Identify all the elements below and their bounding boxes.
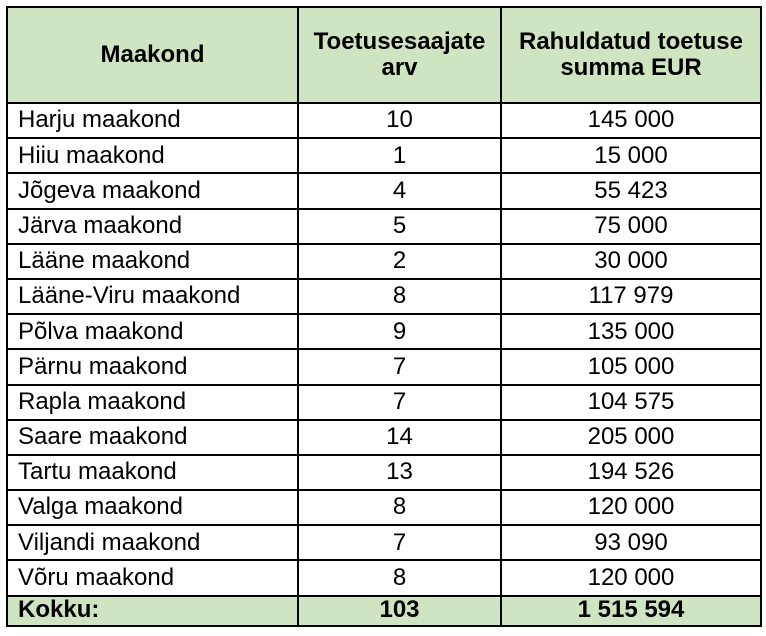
amount-cell: 194 526 bbox=[500, 453, 762, 492]
recipients-cell: 9 bbox=[297, 313, 502, 351]
county-cell: Valga maakond bbox=[6, 489, 299, 527]
amount-cell: 117 979 bbox=[500, 277, 762, 316]
table-row: Saare maakond 14 205 000 bbox=[6, 418, 762, 456]
table-body: Harju maakond 10 145 000 Hiiu maakond 1 15 00… bbox=[6, 101, 762, 597]
county-cell: Põlva maakond bbox=[6, 313, 299, 351]
amount-cell: 93 090 bbox=[500, 524, 762, 562]
table-footer: Kokku: 103 1 515 594 bbox=[6, 594, 762, 627]
amount-cell: 120 000 bbox=[500, 559, 762, 597]
header-amount: Rahuldatud toetuse summa EUR bbox=[500, 6, 762, 104]
table-row: Valga maakond 8 120 000 bbox=[6, 489, 762, 527]
recipients-cell: 7 bbox=[297, 383, 502, 421]
recipients-cell: 14 bbox=[297, 418, 502, 456]
recipients-cell: 8 bbox=[297, 277, 502, 316]
amount-cell: 205 000 bbox=[500, 418, 762, 456]
table-row: Tartu maakond 13 194 526 bbox=[6, 453, 762, 492]
amount-cell: 120 000 bbox=[500, 489, 762, 527]
county-cell: Võru maakond bbox=[6, 559, 299, 597]
table-row: Lääne maakond 2 30 000 bbox=[6, 242, 762, 280]
support-table: Maakond Toetusesaajate arv Rahuldatud to… bbox=[6, 6, 762, 627]
header-recipients: Toetusesaajate arv bbox=[297, 6, 502, 104]
county-cell: Lääne-Viru maakond bbox=[6, 277, 299, 316]
county-cell: Rapla maakond bbox=[6, 383, 299, 421]
header-county: Maakond bbox=[6, 6, 299, 104]
table-row: Pärnu maakond 7 105 000 bbox=[6, 348, 762, 386]
county-cell: Hiiu maakond bbox=[6, 137, 299, 175]
table-row: Harju maakond 10 145 000 bbox=[6, 101, 762, 140]
recipients-cell: 7 bbox=[297, 348, 502, 386]
total-row: Kokku: 103 1 515 594 bbox=[6, 594, 762, 627]
total-label: Kokku: bbox=[6, 594, 299, 627]
recipients-cell: 8 bbox=[297, 559, 502, 597]
recipients-cell: 5 bbox=[297, 207, 502, 245]
total-amount: 1 515 594 bbox=[500, 594, 762, 627]
recipients-cell: 7 bbox=[297, 524, 502, 562]
table-row: Võru maakond 8 120 000 bbox=[6, 559, 762, 597]
recipients-cell: 1 bbox=[297, 137, 502, 175]
table-header: Maakond Toetusesaajate arv Rahuldatud to… bbox=[6, 6, 762, 104]
recipients-cell: 2 bbox=[297, 242, 502, 280]
recipients-cell: 8 bbox=[297, 489, 502, 527]
table-row: Põlva maakond 9 135 000 bbox=[6, 313, 762, 351]
recipients-cell: 10 bbox=[297, 101, 502, 140]
amount-cell: 15 000 bbox=[500, 137, 762, 175]
table-row: Lääne-Viru maakond 8 117 979 bbox=[6, 277, 762, 316]
county-cell: Järva maakond bbox=[6, 207, 299, 245]
county-cell: Pärnu maakond bbox=[6, 348, 299, 386]
county-cell: Jõgeva maakond bbox=[6, 172, 299, 210]
county-cell: Viljandi maakond bbox=[6, 524, 299, 562]
amount-cell: 55 423 bbox=[500, 172, 762, 210]
table-row: Hiiu maakond 1 15 000 bbox=[6, 137, 762, 175]
amount-cell: 135 000 bbox=[500, 313, 762, 351]
table-row: Jõgeva maakond 4 55 423 bbox=[6, 172, 762, 210]
amount-cell: 105 000 bbox=[500, 348, 762, 386]
table-row: Rapla maakond 7 104 575 bbox=[6, 383, 762, 421]
amount-cell: 104 575 bbox=[500, 383, 762, 421]
amount-cell: 145 000 bbox=[500, 101, 762, 140]
county-cell: Lääne maakond bbox=[6, 242, 299, 280]
amount-cell: 30 000 bbox=[500, 242, 762, 280]
table-row: Järva maakond 5 75 000 bbox=[6, 207, 762, 245]
county-cell: Harju maakond bbox=[6, 101, 299, 140]
county-cell: Tartu maakond bbox=[6, 453, 299, 492]
amount-cell: 75 000 bbox=[500, 207, 762, 245]
recipients-cell: 13 bbox=[297, 453, 502, 492]
table-row: Viljandi maakond 7 93 090 bbox=[6, 524, 762, 562]
header-row: Maakond Toetusesaajate arv Rahuldatud to… bbox=[6, 6, 762, 104]
recipients-cell: 4 bbox=[297, 172, 502, 210]
total-recipients: 103 bbox=[297, 594, 502, 627]
county-cell: Saare maakond bbox=[6, 418, 299, 456]
